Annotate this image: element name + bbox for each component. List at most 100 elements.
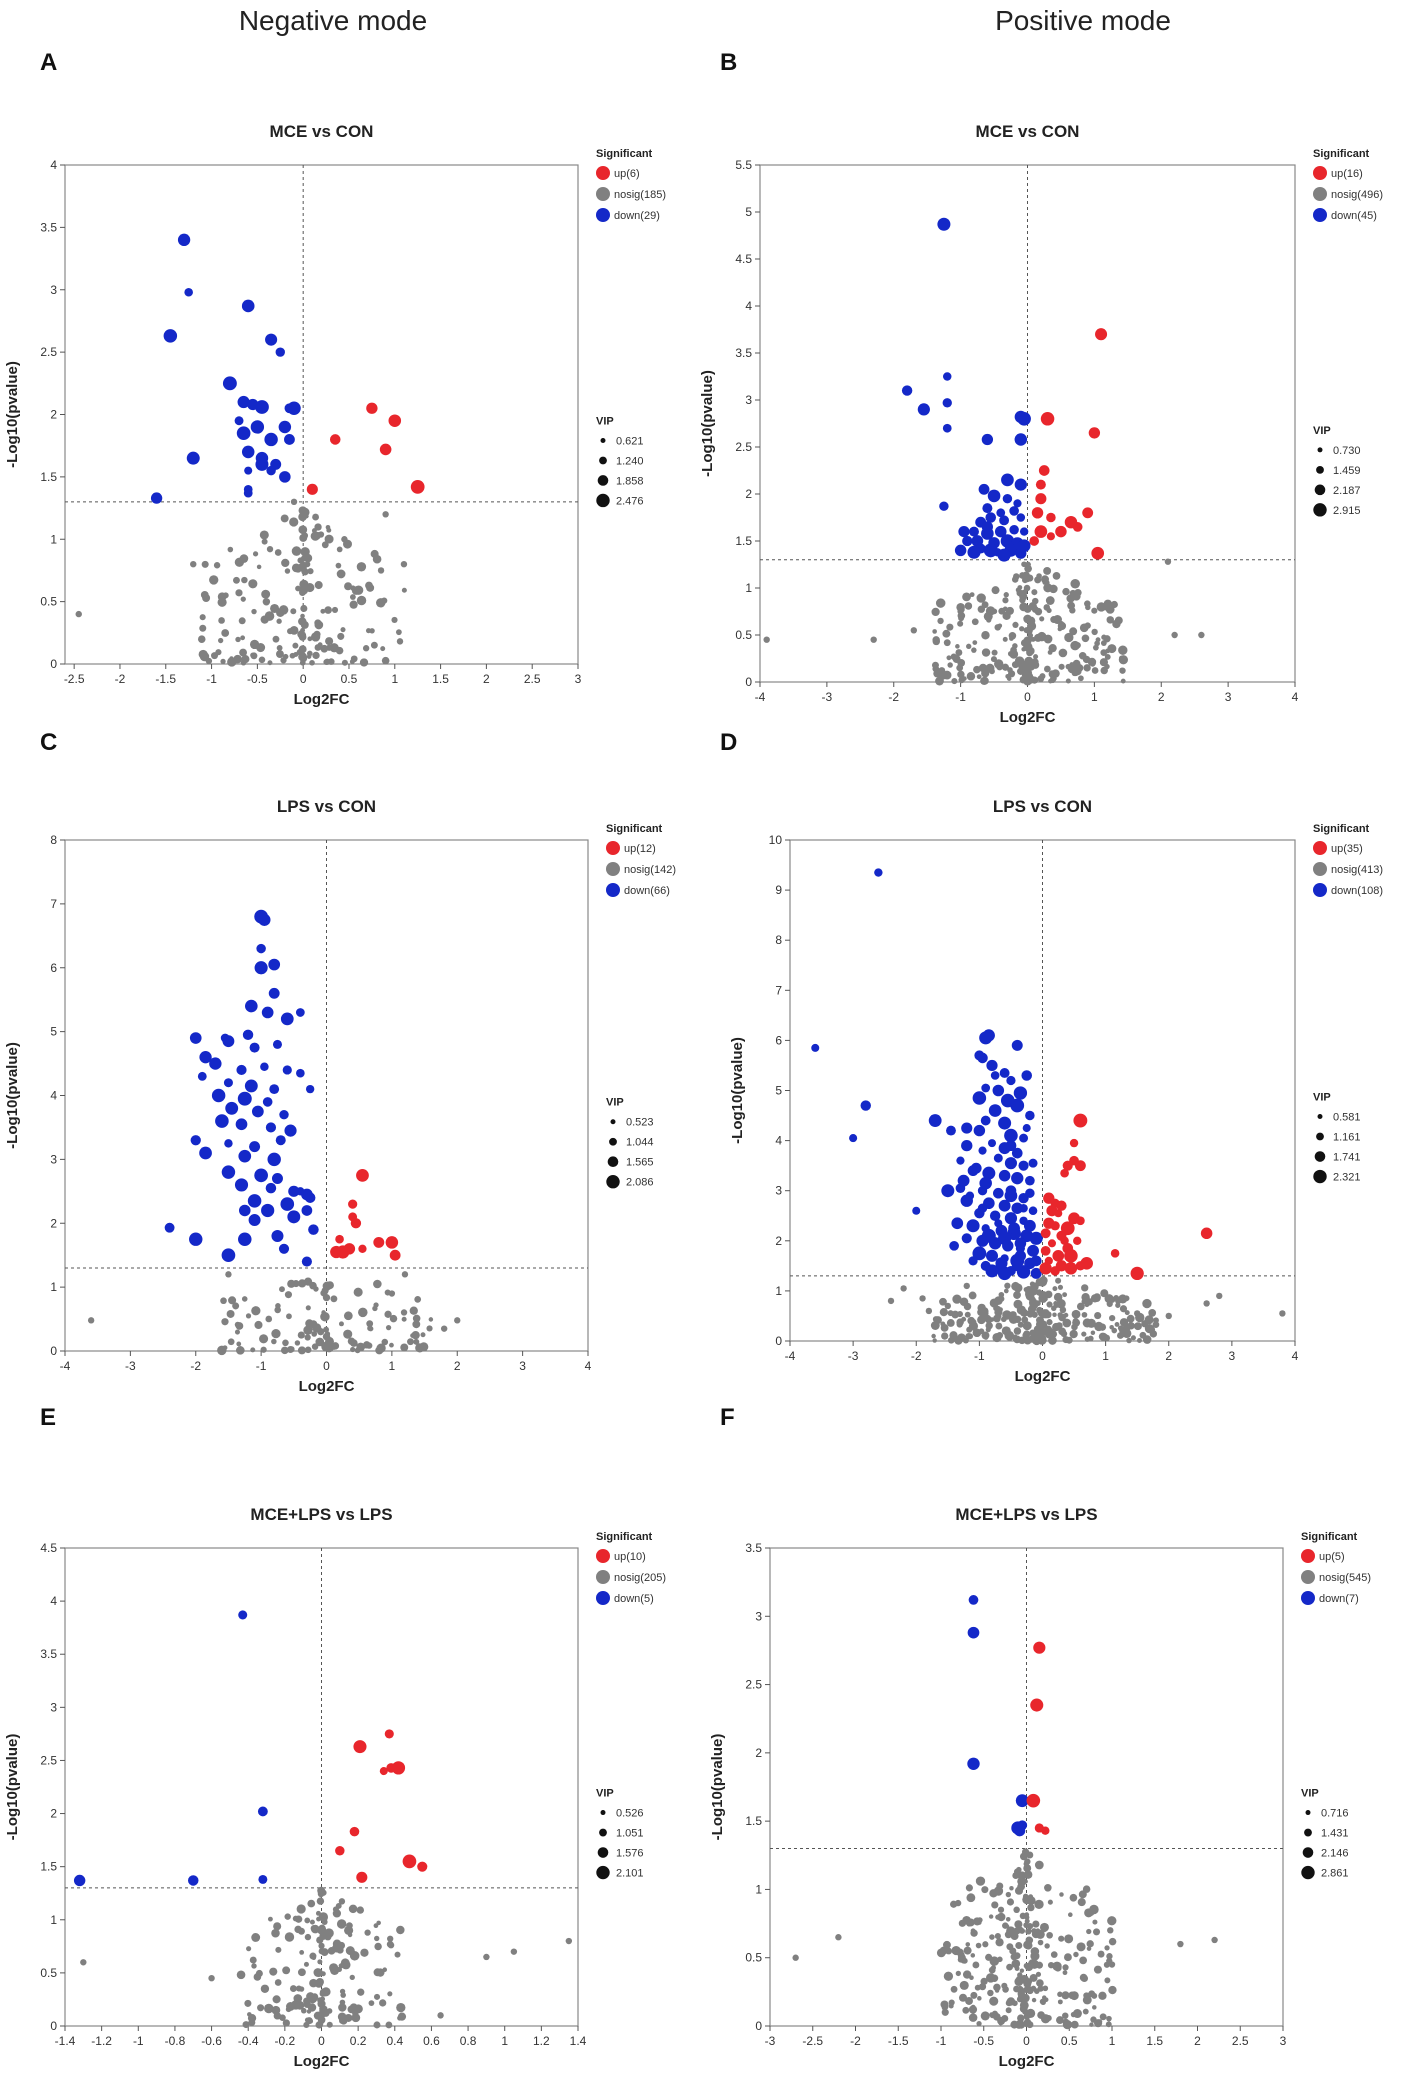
nosig-point <box>309 1952 317 1960</box>
up-point <box>1082 507 1094 519</box>
x-tick-label: 1.4 <box>570 2034 587 2048</box>
down-point <box>1011 1202 1024 1214</box>
nosig-point <box>1080 1974 1089 1983</box>
nosig-point <box>967 1316 976 1325</box>
nosig-point <box>1078 651 1087 660</box>
x-tick-label: 2.5 <box>1232 2034 1249 2048</box>
up-point <box>1035 479 1046 490</box>
down-point <box>255 457 269 471</box>
x-axis-label: Log2FC <box>1015 1368 1071 1385</box>
legend-title: Significant <box>606 823 663 835</box>
nosig-point <box>292 1915 299 1922</box>
nosig-point <box>354 1347 361 1354</box>
nosig-point <box>234 1321 241 1328</box>
down-point <box>280 1197 295 1211</box>
down-point <box>1028 1158 1038 1168</box>
x-tick-label: -1 <box>133 2034 144 2048</box>
nosig-point <box>297 1346 306 1355</box>
down-point <box>998 1231 1012 1245</box>
y-tick-label: 8 <box>50 833 57 847</box>
vip-size-label: 1.858 <box>616 475 644 487</box>
up-point <box>350 1218 362 1229</box>
nosig-point <box>940 1323 949 1332</box>
vip-size-marker <box>600 437 606 443</box>
down-point <box>986 1059 998 1072</box>
nosig-point <box>80 1959 87 1966</box>
nosig-point <box>1005 606 1014 615</box>
up-point <box>1060 1168 1069 1178</box>
down-point <box>260 1062 269 1072</box>
nosig-point <box>1198 631 1205 639</box>
nosig-point <box>1072 659 1081 668</box>
nosig-point <box>1052 572 1061 580</box>
down-point <box>189 1232 203 1246</box>
down-point <box>305 1084 315 1094</box>
nosig-point <box>1019 626 1025 632</box>
nosig-point <box>1100 640 1107 646</box>
nosig-point <box>985 1327 991 1333</box>
nosig-point <box>1092 2005 1097 2010</box>
x-tick-label: -3 <box>822 690 833 704</box>
nosig-point <box>1044 1943 1050 1949</box>
nosig-point <box>1022 1986 1030 1994</box>
nosig-point <box>409 1306 418 1315</box>
nosig-point <box>935 676 944 686</box>
y-tick-label: 6 <box>50 961 57 975</box>
nosig-point <box>313 1968 323 1977</box>
nosig-point <box>980 677 988 685</box>
up-point <box>1050 1221 1060 1231</box>
nosig-point <box>968 1291 977 1300</box>
nosig-point <box>1081 634 1090 643</box>
nosig-point <box>412 1314 421 1323</box>
x-axis-label: Log2FC <box>299 1378 355 1395</box>
vip-size-label: 1.741 <box>1333 1152 1361 1164</box>
nosig-point <box>256 564 262 570</box>
nosig-point <box>1014 1977 1024 1987</box>
nosig-point <box>1052 1312 1057 1317</box>
x-tick-label: -2.5 <box>64 672 85 686</box>
nosig-point <box>1055 1322 1063 1329</box>
nosig-point <box>1077 1898 1086 1907</box>
nosig-point <box>1098 1991 1107 2000</box>
x-tick-label: -0.5 <box>247 672 268 686</box>
nosig-point <box>1035 1289 1043 1296</box>
nosig-point <box>1013 1299 1023 1309</box>
nosig-point <box>977 605 986 613</box>
down-point <box>1005 1140 1017 1152</box>
nosig-point <box>1012 1872 1020 1879</box>
nosig-point <box>900 1285 907 1292</box>
nosig-point <box>332 1906 339 1913</box>
vip-legend-title: VIP <box>1313 1092 1331 1104</box>
x-tick-label: 0.4 <box>386 2034 403 2048</box>
x-tick-label: -2 <box>850 2034 861 2048</box>
up-point <box>1073 1113 1088 1128</box>
vip-size-label: 1.161 <box>1333 1132 1361 1144</box>
nosig-point <box>1062 2019 1073 2030</box>
nosig-point <box>298 617 307 626</box>
y-tick-label: 3 <box>775 1184 782 1198</box>
x-tick-label: -1 <box>974 1349 985 1363</box>
nosig-point <box>980 1309 989 1318</box>
nosig-point <box>1030 1985 1037 1992</box>
nosig-point <box>1050 616 1058 624</box>
legend-title: Significant <box>1313 823 1370 835</box>
nosig-point <box>374 1935 380 1942</box>
nosig-point <box>321 1987 331 1997</box>
nosig-point <box>260 1984 270 1993</box>
nosig-point <box>312 1993 318 1999</box>
down-point <box>1011 1821 1025 1835</box>
nosig-point <box>935 598 946 608</box>
nosig-point <box>304 561 311 568</box>
nosig-point <box>226 1310 235 1318</box>
nosig-point <box>1104 663 1110 670</box>
up-point <box>1031 507 1044 519</box>
x-tick-label: -1 <box>955 690 966 704</box>
nosig-point <box>763 636 770 643</box>
nosig-point <box>387 1935 394 1942</box>
nosig-point <box>353 1287 363 1297</box>
nosig-point <box>1091 628 1098 636</box>
chart-title: LPS vs CON <box>993 797 1092 816</box>
nosig-point <box>239 648 247 657</box>
nosig-point <box>1014 1920 1023 1929</box>
nosig-point <box>1003 1288 1009 1294</box>
